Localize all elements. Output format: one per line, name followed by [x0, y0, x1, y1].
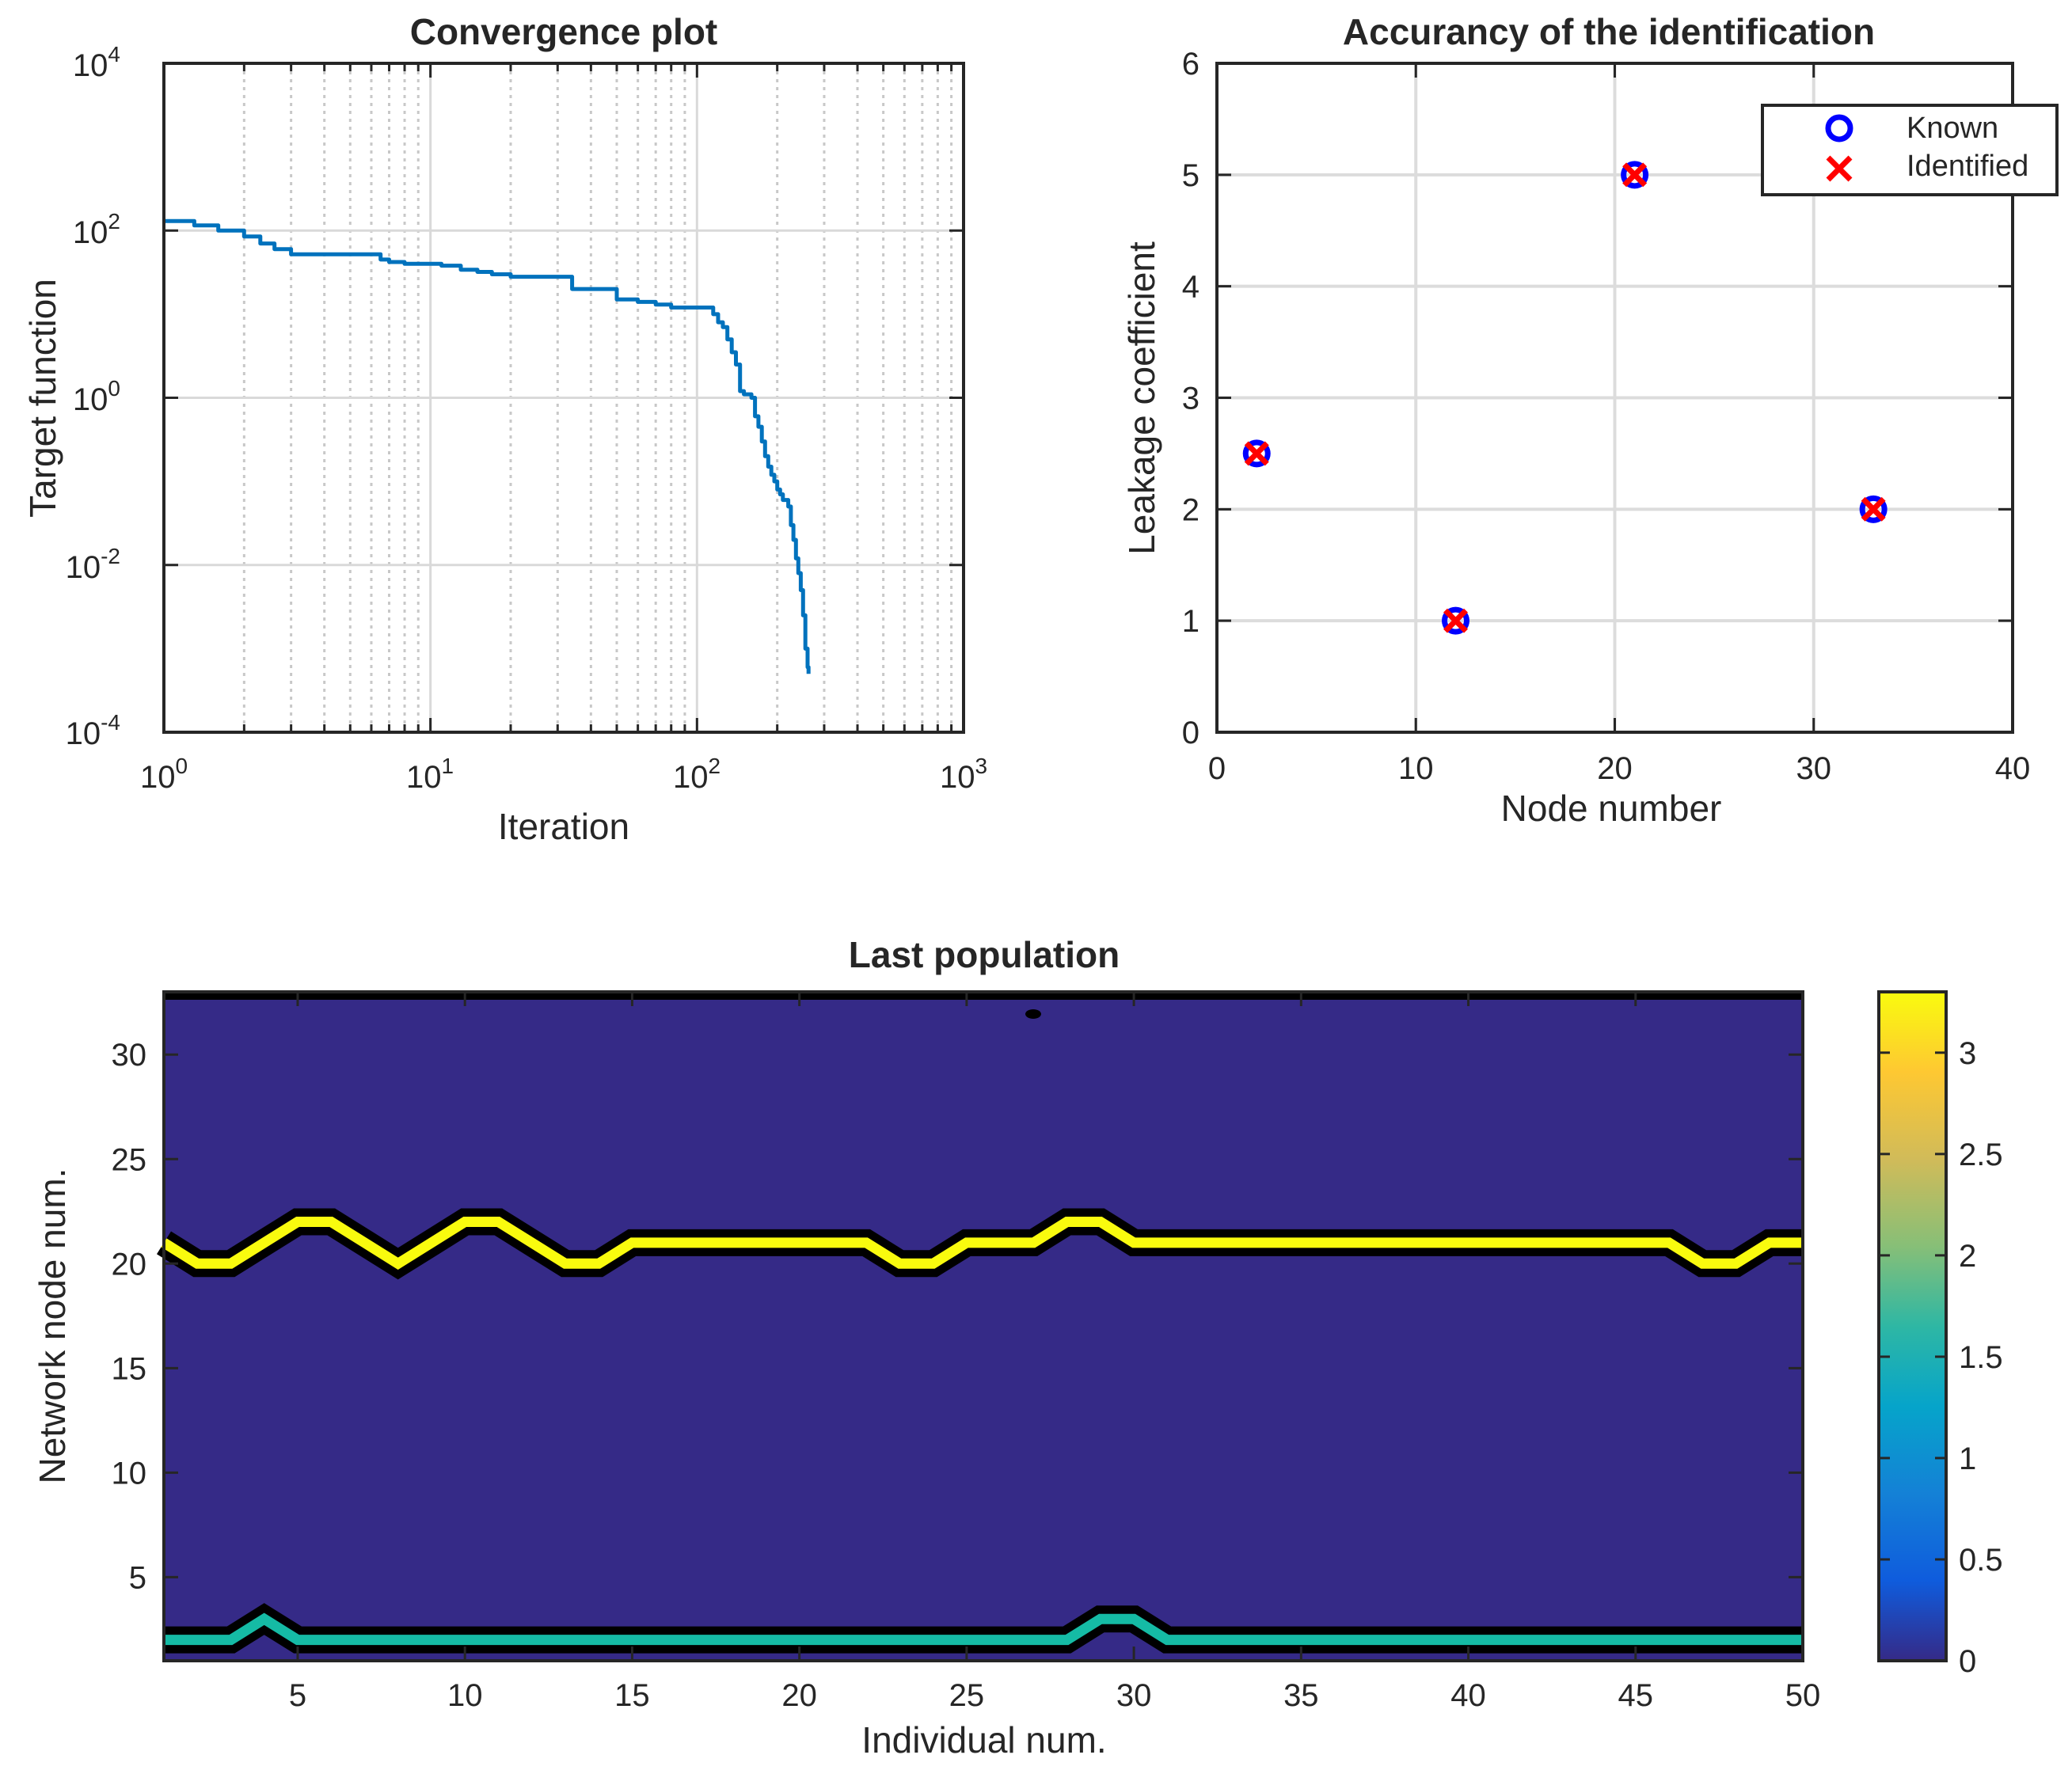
x-tick-label: 0: [1208, 751, 1226, 786]
convergence-x-tick-labels: 100 101 102 103: [140, 754, 987, 795]
x-tick-label: 30: [1796, 751, 1832, 786]
convergence-y-tick-labels: 10-4 10-2 100 102 104: [66, 42, 120, 751]
legend-identified-marker: [1826, 155, 1853, 182]
y-tick-label: 6: [1182, 47, 1199, 82]
y-tick-label: 104: [73, 42, 120, 83]
convergence-plot-line: [164, 218, 811, 674]
x-tick-label: 5: [289, 1678, 306, 1713]
x-tick-label: 101: [406, 754, 454, 795]
convergence-plot-ticks: [162, 62, 965, 734]
x-tick-label: 50: [1785, 1678, 1821, 1713]
y-tick-label: 10: [112, 1456, 147, 1491]
x-tick-label: 15: [614, 1678, 650, 1713]
population-bands: [156, 1208, 1803, 1654]
population-top-blob: [1025, 1009, 1041, 1019]
y-tick-label: 15: [112, 1351, 147, 1386]
identified-points: [1244, 162, 1886, 633]
colorbar-tick-label: 0.5: [1959, 1543, 2003, 1578]
convergence-plot-title: Convergence plot: [410, 11, 718, 52]
x-tick-label: 25: [949, 1678, 985, 1713]
y-tick-label: 25: [112, 1142, 147, 1177]
population-y-axis-label: Network node num.: [32, 1168, 73, 1484]
known-point: [1442, 606, 1469, 635]
y-tick-label: 30: [112, 1038, 147, 1073]
identified-point: [1622, 162, 1648, 188]
identified-point: [1861, 496, 1886, 522]
x-tick-label: 45: [1618, 1678, 1654, 1713]
y-tick-label: 10-2: [66, 544, 120, 585]
population-plot-area: [164, 992, 1803, 1661]
population-x-tick-labels: 5 10 15 20 25 30 35 40 45 50: [289, 1678, 1820, 1713]
colorbar-tick-label: 2: [1959, 1239, 1976, 1274]
y-tick-label: 2: [1182, 492, 1199, 527]
identification-x-axis-label: Node number: [1501, 788, 1722, 829]
x-tick-label: 35: [1283, 1678, 1319, 1713]
identification-x-tick-labels: 0 10 20 30 40: [1208, 751, 2030, 786]
population-plot-title: Last population: [849, 934, 1120, 975]
y-tick-label: 5: [1182, 158, 1199, 193]
known-point: [1621, 161, 1649, 189]
identified-point: [1244, 441, 1269, 466]
population-plot-frame: [162, 990, 1804, 1662]
convergence-y-axis-label: Target function: [22, 279, 63, 518]
known-points: [1242, 161, 1888, 635]
band-fill: [164, 1612, 1803, 1646]
legend-known-marker: [1825, 114, 1853, 142]
y-tick-label: 3: [1182, 382, 1199, 416]
population-plot-ticks: [164, 992, 1804, 1661]
x-tick-label: 20: [1597, 751, 1633, 786]
legend-box: [1761, 104, 2059, 196]
x-tick-label: 100: [140, 754, 188, 795]
y-tick-label: 5: [129, 1560, 146, 1595]
y-tick-label: 0: [1182, 716, 1199, 750]
colorbar-tick-label: 2.5: [1959, 1138, 2003, 1172]
y-tick-label: 20: [112, 1247, 147, 1282]
population-x-axis-label: Individual num.: [861, 1719, 1106, 1761]
y-tick-label: 4: [1182, 270, 1199, 305]
x-tick-label: 20: [781, 1678, 817, 1713]
identification-plot-title: Accurancy of the identification: [1343, 11, 1875, 52]
x-tick-label: 10: [447, 1678, 483, 1713]
known-point: [1242, 439, 1271, 468]
identification-y-tick-labels: 0 1 2 3 4 5 6: [1182, 47, 1199, 750]
colorbar-tick-label: 0: [1959, 1644, 1976, 1679]
y-tick-label: 1: [1182, 604, 1199, 639]
legend-known-label: Known: [1907, 112, 1998, 145]
identification-y-axis-label: Leakage coefficient: [1121, 241, 1162, 555]
y-tick-label: 10-4: [66, 710, 120, 751]
y-tick-label: 102: [73, 209, 120, 250]
colorbar-ticks: 0 0.5 1 1.5 2 2.5 3: [1879, 1036, 2003, 1679]
known-point: [1859, 495, 1888, 523]
colorbar-tick-label: 1.5: [1959, 1340, 2003, 1375]
population-plot: Last population 5 10 15 20 25 30 35 40 45 50 5 10 1…: [32, 934, 1820, 1761]
identified-point: [1443, 608, 1468, 633]
x-tick-label: 40: [1995, 751, 2031, 786]
colorbar: 0 0.5 1 1.5 2 2.5 3: [1877, 990, 2003, 1679]
identification-plot: Accurancy of the identification 0 10 20 30 4…: [1121, 11, 2059, 829]
convergence-plot: Convergence plot 10-4 10-2 100 102 104 1…: [22, 11, 987, 847]
identification-plot-frame: [1215, 62, 2014, 734]
x-tick-label: 103: [940, 754, 987, 795]
colorbar-tick-label: 3: [1959, 1036, 1976, 1071]
legend-identified-label: Identified: [1907, 150, 2028, 183]
colorbar-gradient: [1877, 990, 1948, 1662]
identification-legend: Known Identified: [1761, 104, 2059, 196]
x-tick-label: 102: [673, 754, 720, 795]
x-tick-label: 40: [1450, 1678, 1486, 1713]
colorbar-tick-label: 1: [1959, 1441, 1976, 1476]
x-tick-label: 10: [1398, 751, 1434, 786]
convergence-x-axis-label: Iteration: [498, 806, 629, 847]
y-tick-label: 100: [73, 376, 120, 417]
band-fill: [161, 1217, 1803, 1270]
x-tick-label: 30: [1116, 1678, 1152, 1713]
population-y-tick-labels: 5 10 15 20 25 30: [112, 1038, 147, 1595]
